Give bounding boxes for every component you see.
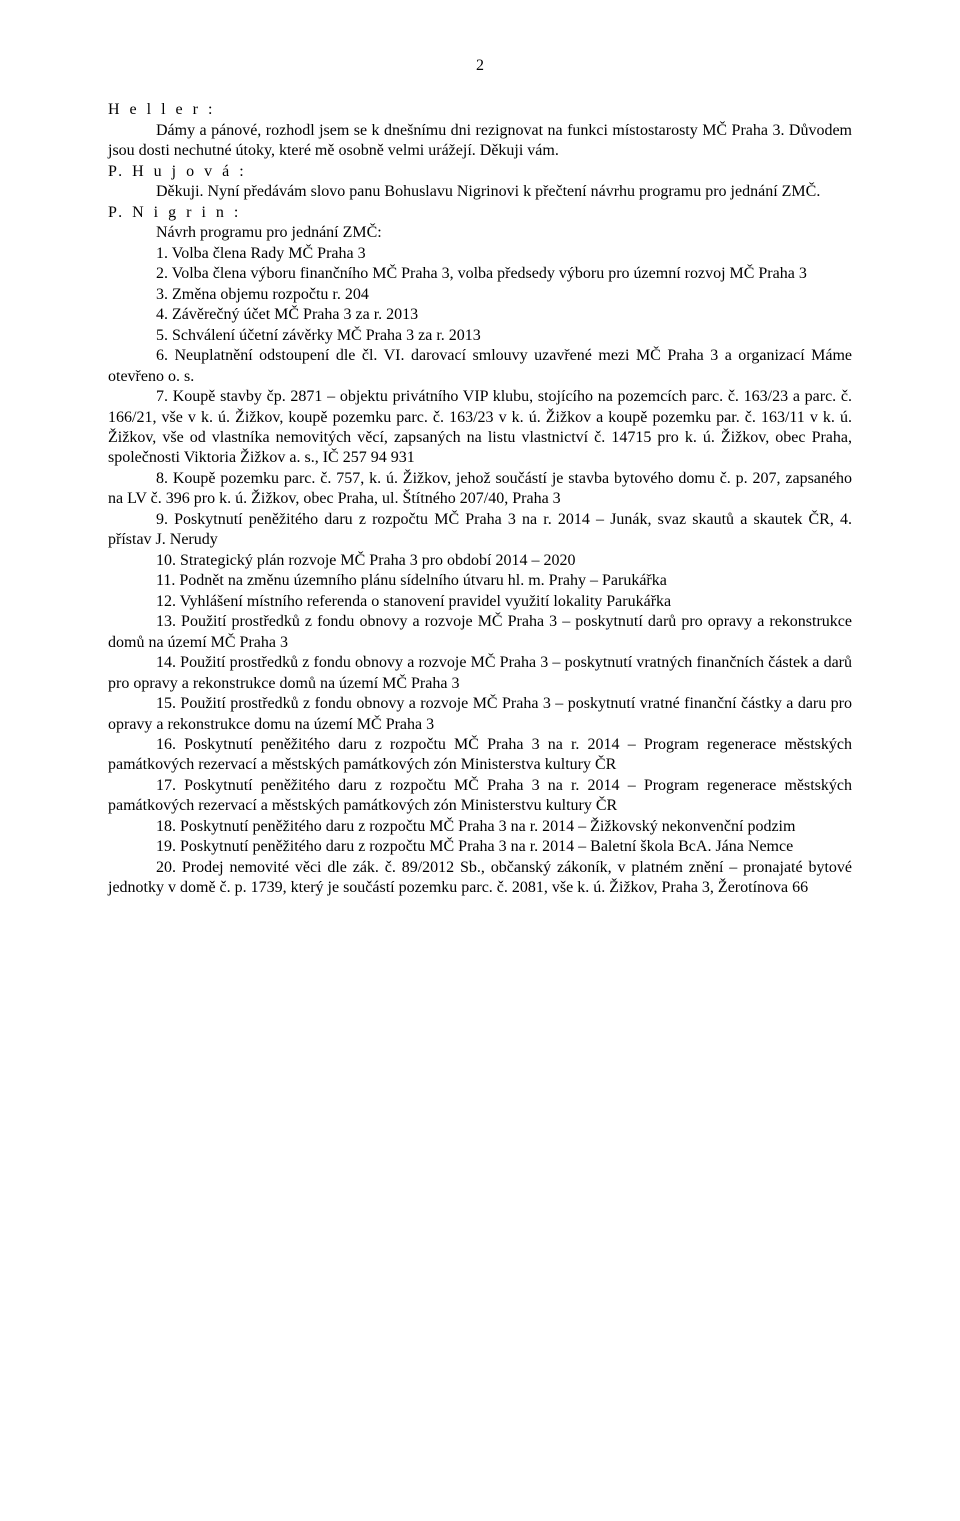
agenda-item: 6. Neuplatnění odstoupení dle čl. VI. da… [108,346,852,387]
hujova-paragraph: Děkuji. Nyní předávám slovo panu Bohusla… [108,182,852,202]
agenda-item: 12. Vyhlášení místního referenda o stano… [108,592,852,612]
page-number: 2 [108,56,852,76]
agenda-item: 19. Poskytnutí peněžitého daru z rozpočt… [108,837,852,857]
speaker-nigrin: P. N i g r i n : [108,203,852,223]
agenda-item: 9. Poskytnutí peněžitého daru z rozpočtu… [108,510,852,551]
agenda-item: 11. Podnět na změnu územního plánu sídel… [108,571,852,591]
heller-paragraph: Dámy a pánové, rozhodl jsem se k dnešním… [108,121,852,162]
agenda-item: 17. Poskytnutí peněžitého daru z rozpočt… [108,776,852,817]
agenda-item: 18. Poskytnutí peněžitého daru z rozpočt… [108,817,852,837]
speaker-hujova: P. H u j o v á : [108,162,852,182]
agenda-item: 7. Koupě stavby čp. 2871 – objektu privá… [108,387,852,469]
agenda-item: 14. Použití prostředků z fondu obnovy a … [108,653,852,694]
speaker-heller: H e l l e r : [108,100,852,120]
agenda-item: 20. Prodej nemovité věci dle zák. č. 89/… [108,858,852,899]
document-page: 2 H e l l e r : Dámy a pánové, rozhodl j… [0,0,960,1521]
agenda-item: 5. Schválení účetní závěrky MČ Praha 3 z… [108,326,852,346]
agenda-item: 3. Změna objemu rozpočtu r. 204 [108,285,852,305]
agenda-item: 13. Použití prostředků z fondu obnovy a … [108,612,852,653]
agenda-item: 10. Strategický plán rozvoje MČ Praha 3 … [108,551,852,571]
agenda-item: 2. Volba člena výboru finančního MČ Prah… [108,264,852,284]
agenda-item: 1. Volba člena Rady MČ Praha 3 [108,244,852,264]
agenda-item: 4. Závěrečný účet MČ Praha 3 za r. 2013 [108,305,852,325]
agenda-item: 16. Poskytnutí peněžitého daru z rozpočt… [108,735,852,776]
agenda-item: 15. Použití prostředků z fondu obnovy a … [108,694,852,735]
nigrin-intro: Návrh programu pro jednání ZMČ: [108,223,852,243]
agenda-item: 8. Koupě pozemku parc. č. 757, k. ú. Žiž… [108,469,852,510]
